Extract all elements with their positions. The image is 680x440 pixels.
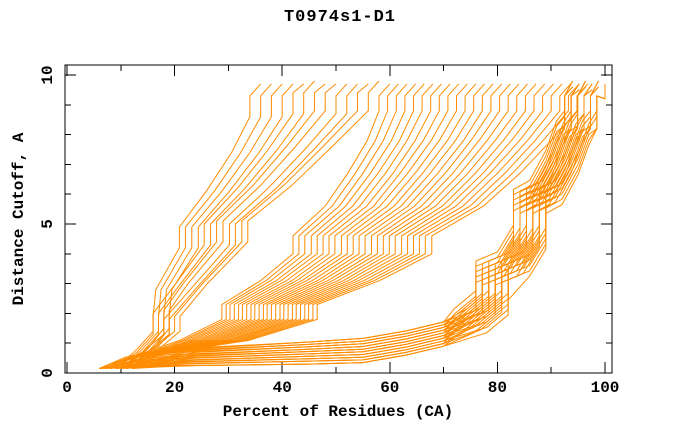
model-accuracy-curve	[115, 83, 563, 367]
model-accuracy-curve	[131, 83, 369, 365]
model-accuracy-curve	[115, 89, 606, 369]
model-accuracy-curve	[125, 83, 537, 367]
model-accuracy-curve	[136, 83, 554, 367]
model-accuracy-curve	[120, 83, 528, 367]
model-accuracy-curve	[136, 80, 380, 365]
model-accuracy-curve	[131, 83, 589, 367]
model-accuracy-curve	[136, 83, 468, 367]
y-tick-label: 5	[39, 219, 57, 229]
model-accuracy-curve	[136, 83, 511, 367]
model-accuracy-curve	[99, 89, 580, 369]
model-accuracy-curve	[126, 83, 593, 369]
model-accuracy-curve	[125, 83, 451, 367]
y-tick-label: 10	[39, 65, 57, 85]
model-accuracy-curve	[99, 83, 593, 369]
model-accuracy-curve	[120, 83, 485, 367]
model-accuracy-curve	[136, 83, 294, 365]
model-accuracy-curve	[109, 80, 574, 369]
x-tick-label: 20	[164, 379, 185, 397]
y-axis-title: Distance Cutoff, A	[10, 132, 28, 306]
model-accuracy-curve	[120, 83, 348, 365]
model-accuracy-curve	[131, 83, 503, 367]
x-tick-label: 40	[272, 379, 292, 397]
model-accuracy-curve	[120, 83, 399, 367]
model-accuracy-curve	[120, 83, 606, 369]
model-accuracy-curve	[131, 83, 606, 369]
model-accuracy-curve	[131, 83, 546, 367]
model-accuracy-curve	[109, 86, 586, 369]
x-axis-title: Percent of Residues (CA)	[222, 403, 454, 421]
chart-title: T0974s1-D1	[283, 8, 397, 27]
model-accuracy-curve	[131, 83, 326, 362]
model-accuracy-curve	[120, 83, 571, 367]
model-accuracy-curve	[104, 86, 574, 369]
x-tick-label: 80	[487, 379, 507, 397]
model-accuracy-curve	[120, 80, 574, 369]
model-accuracy-curve	[125, 83, 408, 367]
model-accuracy-curve	[120, 83, 262, 365]
model-accuracy-curve	[99, 86, 586, 369]
x-tick-label: 60	[380, 379, 400, 397]
y-tick-label: 0	[39, 368, 57, 378]
model-accuracy-curve	[115, 83, 434, 367]
model-accuracy-curve	[136, 83, 337, 362]
model-accuracy-curve	[120, 83, 305, 365]
x-tick-label: 100	[590, 379, 620, 397]
model-accuracy-curve	[131, 83, 283, 365]
model-accuracy-curve	[125, 83, 494, 367]
model-accuracy-curve	[125, 83, 272, 365]
plot-frame	[64, 64, 613, 374]
model-accuracy-curve	[115, 83, 477, 367]
model-accuracy-curve	[120, 83, 442, 367]
model-accuracy-curve	[131, 83, 416, 367]
model-accuracy-curve	[131, 80, 587, 369]
model-accuracy-curve	[136, 83, 425, 367]
model-accuracy-curve	[125, 80, 315, 365]
model-accuracy-curve	[115, 83, 391, 367]
model-accuracy-curve	[125, 83, 358, 365]
model-accuracy-curve	[131, 83, 460, 367]
model-accuracy-curve	[115, 83, 520, 367]
model-accuracy-curve	[120, 86, 599, 369]
x-tick-label: 0	[62, 379, 72, 397]
